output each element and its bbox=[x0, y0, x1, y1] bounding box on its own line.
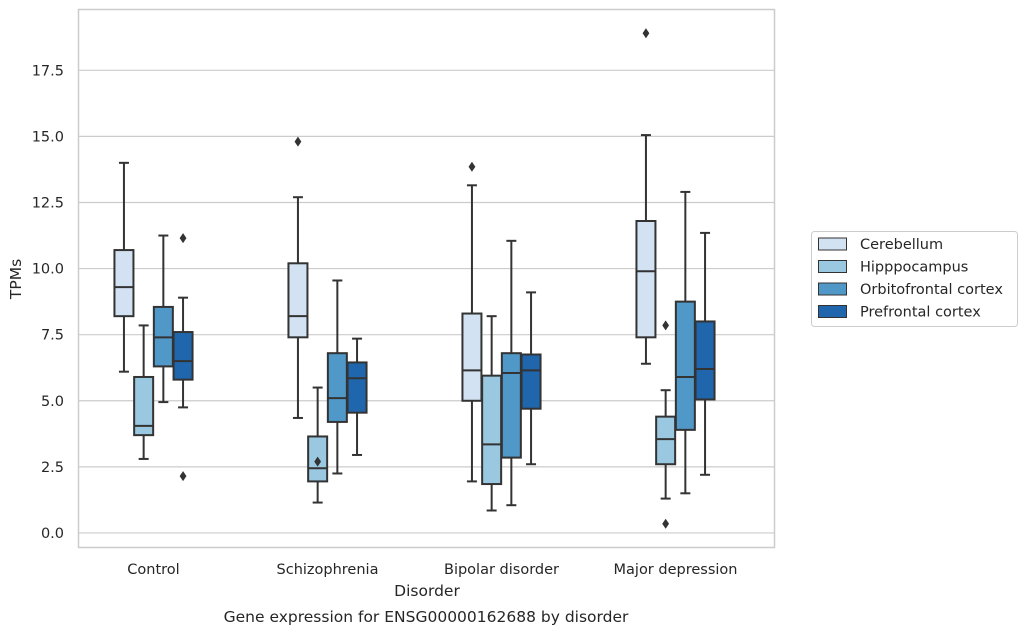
box-prefrontal-cortex bbox=[172, 233, 194, 482]
y-tick-label: 2.5 bbox=[41, 460, 64, 476]
iqr-box bbox=[520, 353, 542, 410]
box-cerebellum bbox=[461, 161, 483, 483]
x-axis-ticks: Control Schizophrenia Bipolar disorder Majo… bbox=[127, 562, 737, 578]
box-orbitofrontal-cortex bbox=[326, 279, 348, 475]
chart-caption: Gene expression for ENSG00000162688 by d… bbox=[224, 608, 629, 626]
box-orbitofrontal-cortex bbox=[674, 190, 696, 495]
legend-swatch bbox=[818, 260, 847, 273]
iqr-box bbox=[461, 312, 483, 402]
iqr-box bbox=[635, 219, 657, 339]
x-tick-label: Major depression bbox=[614, 562, 738, 578]
legend-label: Hipppocampus bbox=[860, 260, 968, 276]
iqr-box bbox=[500, 352, 522, 459]
iqr-box bbox=[655, 415, 677, 466]
iqr-box bbox=[674, 300, 696, 431]
x-axis-title: Disorder bbox=[394, 582, 460, 600]
y-tick-label: 10.0 bbox=[32, 262, 64, 278]
x-tick-label: Control bbox=[127, 562, 179, 578]
iqr-box bbox=[481, 374, 503, 486]
y-tick-label: 15.0 bbox=[32, 129, 64, 145]
outlier-point bbox=[642, 28, 650, 39]
box-cerebellum bbox=[287, 136, 309, 419]
iqr-box bbox=[113, 249, 135, 318]
box-cerebellum bbox=[635, 28, 657, 365]
legend-frame bbox=[811, 231, 1018, 327]
y-tick-label: 7.5 bbox=[41, 328, 64, 344]
box-prefrontal-cortex bbox=[520, 291, 542, 466]
outlier-point bbox=[662, 518, 670, 529]
outlier-point bbox=[179, 471, 187, 482]
outlier-point bbox=[179, 233, 187, 244]
iqr-box bbox=[287, 262, 309, 339]
y-tick-label: 0.0 bbox=[41, 526, 64, 542]
legend-label: Orbitofrontal cortex bbox=[860, 282, 1003, 298]
box-hipppocampus bbox=[133, 324, 155, 460]
iqr-box bbox=[326, 352, 348, 423]
iqr-box bbox=[172, 331, 194, 381]
box-orbitofrontal-cortex bbox=[152, 234, 174, 404]
box-orbitofrontal-cortex bbox=[500, 239, 522, 507]
legend-swatch bbox=[818, 237, 847, 251]
iqr-box bbox=[346, 361, 368, 414]
legend-label: Prefrontal cortex bbox=[860, 305, 981, 321]
box-cerebellum bbox=[113, 161, 135, 373]
outlier-point bbox=[314, 456, 322, 467]
box-hipppocampus bbox=[481, 315, 503, 512]
box-groups bbox=[113, 28, 716, 529]
legend-swatch bbox=[818, 305, 847, 318]
x-tick-label: Bipolar disorder bbox=[444, 562, 559, 578]
grid-lines bbox=[78, 69, 775, 534]
y-tick-label: 12.5 bbox=[32, 195, 64, 211]
y-tick-label: 5.0 bbox=[41, 394, 64, 410]
legend: Cerebellum Hipppocampus Orbitofrontal cort… bbox=[811, 231, 1018, 327]
outlier-point bbox=[662, 320, 670, 331]
box-prefrontal-cortex bbox=[694, 231, 716, 476]
y-axis-ticks: 0.0 2.5 5.0 7.5 10.0 12.5 15.0 17.5 bbox=[32, 63, 64, 542]
outlier-point bbox=[294, 136, 302, 147]
y-axis-title: TPMs bbox=[7, 259, 25, 300]
box-hipppocampus bbox=[655, 320, 677, 529]
iqr-box bbox=[133, 375, 155, 437]
y-tick-label: 17.5 bbox=[32, 63, 64, 79]
legend-label: Cerebellum bbox=[860, 237, 943, 253]
box-hipppocampus bbox=[307, 386, 329, 504]
x-tick-label: Schizophrenia bbox=[277, 562, 379, 578]
box-prefrontal-cortex bbox=[346, 337, 368, 456]
plot-frame bbox=[77, 8, 776, 549]
iqr-box bbox=[694, 320, 716, 401]
legend-swatch bbox=[818, 282, 847, 296]
outlier-point bbox=[468, 161, 476, 172]
